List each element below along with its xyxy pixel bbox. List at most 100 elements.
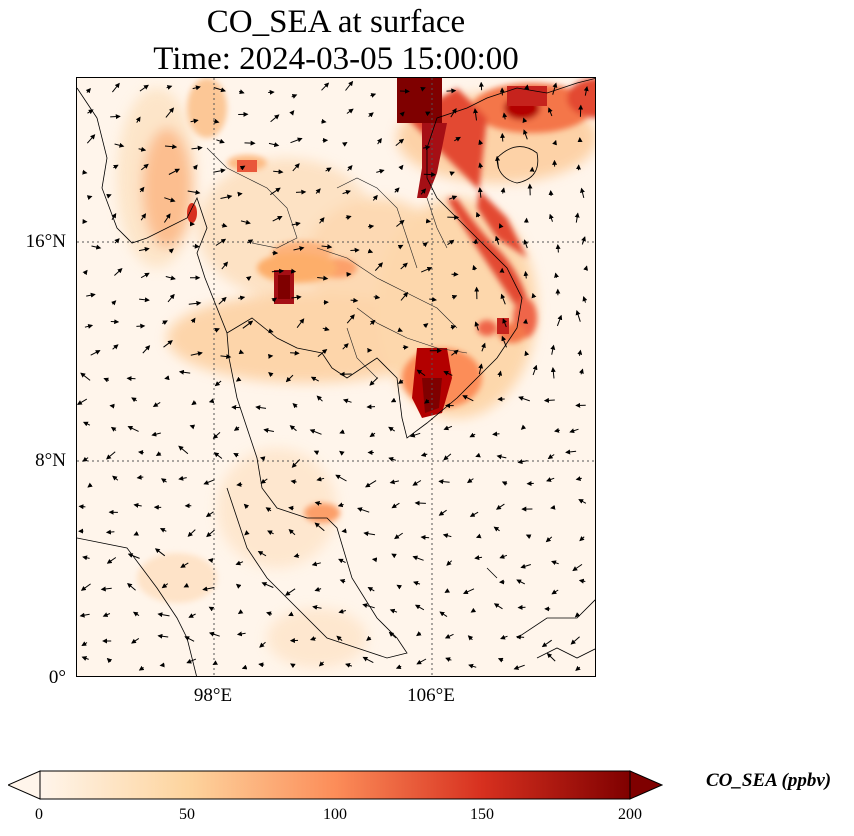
lat-label-8n: 8°N bbox=[35, 450, 66, 471]
wind-arrow bbox=[342, 190, 351, 195]
wind-arrow bbox=[522, 117, 528, 124]
wind-arrow bbox=[152, 401, 161, 408]
wind-arrow bbox=[394, 532, 403, 540]
wind-arrow bbox=[168, 248, 174, 254]
wind-arrow bbox=[109, 403, 115, 409]
wind-arrow bbox=[525, 534, 532, 540]
wind-arrow bbox=[267, 530, 274, 536]
wind-arrow bbox=[367, 224, 375, 230]
colorbar-tick-50: 50 bbox=[179, 806, 195, 823]
wind-arrow bbox=[91, 244, 102, 250]
wind-arrow bbox=[138, 450, 144, 455]
wind-arrow bbox=[545, 536, 553, 543]
wind-arrow bbox=[523, 239, 529, 249]
wind-arrow bbox=[412, 480, 422, 486]
wind-arrow bbox=[450, 108, 457, 118]
wind-arrow bbox=[398, 164, 404, 171]
wind-arrow bbox=[574, 212, 580, 223]
wind-arrow bbox=[288, 505, 294, 511]
wind-arrow bbox=[342, 343, 349, 350]
wind-arrow bbox=[443, 371, 453, 376]
wind-arrow bbox=[247, 239, 254, 245]
wind-arrow bbox=[285, 374, 294, 383]
wind-arrow bbox=[429, 296, 437, 302]
wind-arrow bbox=[85, 87, 91, 94]
wind-arrow bbox=[317, 275, 329, 281]
wind-arrow bbox=[208, 631, 220, 637]
wind-arrow bbox=[237, 609, 244, 615]
wind-arrow bbox=[291, 94, 298, 99]
wind-arrow bbox=[81, 656, 89, 661]
colorbar-tick-100: 100 bbox=[323, 806, 347, 823]
wind-arrow bbox=[513, 664, 525, 670]
wind-arrow bbox=[111, 212, 117, 221]
wind-arrow bbox=[165, 107, 175, 118]
wind-arrow bbox=[575, 665, 581, 671]
wind-arrow bbox=[291, 459, 301, 468]
wind-arrow bbox=[106, 193, 112, 199]
wind-arrow bbox=[140, 272, 150, 279]
wind-arrow bbox=[235, 560, 244, 566]
wind-arrow bbox=[178, 475, 187, 481]
wind-arrow bbox=[165, 275, 176, 281]
wind-arrow bbox=[236, 631, 246, 637]
wind-arrow bbox=[87, 109, 94, 115]
wind-arrow bbox=[82, 456, 89, 462]
wind-arrow bbox=[444, 633, 454, 639]
colorbar-extend-min bbox=[8, 770, 41, 800]
wind-arrow bbox=[321, 118, 327, 124]
wind-arrow bbox=[314, 522, 325, 532]
wind-arrow bbox=[570, 636, 580, 645]
wind-arrow bbox=[397, 244, 404, 250]
wind-arrow bbox=[139, 297, 150, 303]
wind-arrow bbox=[462, 395, 474, 402]
wind-vector-field bbox=[77, 80, 589, 671]
wind-arrow bbox=[389, 608, 398, 614]
wind-arrow bbox=[439, 611, 448, 618]
wind-arrow bbox=[168, 168, 180, 175]
wind-arrow bbox=[259, 456, 266, 462]
wind-arrow bbox=[288, 611, 294, 617]
wind-arrow bbox=[443, 425, 453, 431]
wind-arrow bbox=[556, 314, 563, 327]
wind-arrow bbox=[184, 636, 195, 642]
wind-arrow bbox=[473, 238, 478, 245]
wind-arrow bbox=[367, 587, 375, 592]
wind-arrow bbox=[500, 187, 506, 194]
wind-arrow bbox=[135, 116, 141, 123]
lon-label-106e: 106°E bbox=[407, 685, 455, 706]
wind-arrow bbox=[213, 168, 226, 174]
wind-arrow bbox=[500, 634, 508, 640]
wind-arrow bbox=[86, 195, 93, 201]
wind-arrow bbox=[164, 144, 178, 150]
wind-arrow bbox=[366, 635, 372, 641]
wind-arrow bbox=[446, 560, 453, 566]
wind-arrow bbox=[191, 145, 203, 151]
wind-arrow bbox=[270, 187, 281, 196]
wind-arrow bbox=[126, 376, 136, 382]
wind-arrow bbox=[161, 583, 169, 589]
wind-arrow bbox=[369, 432, 376, 438]
wind-arrow bbox=[187, 529, 196, 537]
wind-arrow bbox=[357, 507, 370, 513]
wind-arrow bbox=[309, 636, 317, 641]
wind-arrow bbox=[167, 293, 175, 303]
wind-arrow bbox=[136, 474, 144, 480]
wind-arrow bbox=[524, 350, 530, 357]
wind-arrow bbox=[314, 586, 322, 592]
wind-arrow bbox=[376, 137, 382, 145]
wind-arrow bbox=[318, 661, 325, 667]
wind-arrow bbox=[190, 317, 196, 324]
wind-arrow bbox=[475, 211, 481, 218]
wind-arrow bbox=[203, 479, 215, 485]
wind-arrow bbox=[239, 89, 245, 95]
wind-arrow bbox=[477, 187, 483, 198]
wind-arrow bbox=[317, 348, 328, 357]
wind-arrow bbox=[292, 403, 298, 409]
wind-arrow bbox=[582, 296, 588, 303]
wind-arrow bbox=[425, 111, 431, 117]
wind-arrow bbox=[321, 244, 333, 250]
wind-arrow bbox=[321, 82, 330, 91]
wind-arrow bbox=[574, 612, 581, 618]
wind-arrow bbox=[140, 213, 147, 221]
